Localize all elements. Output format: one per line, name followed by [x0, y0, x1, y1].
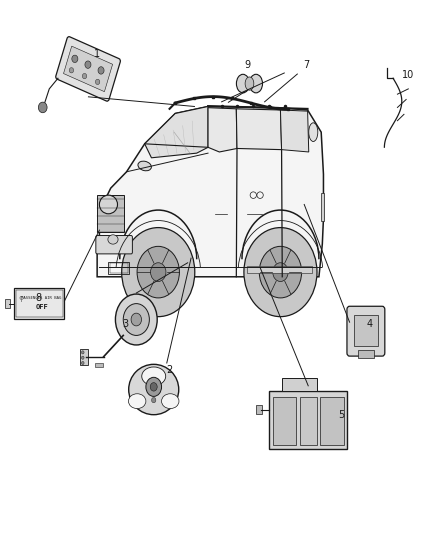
Circle shape — [85, 61, 91, 68]
Text: ⚲: ⚲ — [19, 296, 24, 303]
Text: 10: 10 — [402, 70, 414, 80]
Ellipse shape — [250, 74, 262, 93]
Bar — [97, 195, 124, 232]
Circle shape — [69, 68, 74, 73]
FancyBboxPatch shape — [96, 236, 132, 254]
Circle shape — [150, 383, 157, 391]
Text: 3: 3 — [122, 319, 128, 329]
Polygon shape — [237, 109, 282, 150]
Circle shape — [273, 263, 288, 281]
Bar — [256, 405, 262, 415]
Bar — [64, 46, 113, 92]
Polygon shape — [280, 110, 309, 152]
Polygon shape — [145, 107, 208, 158]
Circle shape — [81, 361, 84, 365]
Text: PASSENGER AIR BAG: PASSENGER AIR BAG — [21, 296, 62, 300]
Circle shape — [122, 228, 195, 317]
Bar — [247, 266, 312, 273]
Text: OFF: OFF — [35, 304, 48, 310]
Ellipse shape — [162, 394, 179, 409]
Ellipse shape — [245, 77, 254, 90]
Ellipse shape — [108, 235, 118, 244]
Circle shape — [39, 102, 47, 113]
Text: 5: 5 — [338, 410, 344, 419]
Ellipse shape — [309, 123, 318, 141]
Ellipse shape — [128, 394, 146, 409]
Bar — [272, 398, 297, 445]
Polygon shape — [97, 107, 323, 277]
Bar — [16, 290, 63, 317]
Circle shape — [95, 79, 100, 85]
Circle shape — [146, 377, 162, 397]
Bar — [80, 349, 88, 365]
Ellipse shape — [138, 161, 152, 171]
Bar — [14, 288, 64, 319]
Polygon shape — [208, 108, 237, 152]
Ellipse shape — [129, 365, 179, 415]
Bar — [321, 193, 324, 221]
FancyBboxPatch shape — [347, 306, 385, 356]
Bar — [321, 398, 344, 445]
Bar — [95, 363, 103, 367]
Ellipse shape — [99, 195, 117, 214]
Ellipse shape — [237, 74, 250, 93]
Circle shape — [72, 55, 78, 62]
Text: 8: 8 — [35, 293, 42, 303]
FancyBboxPatch shape — [56, 37, 120, 101]
Circle shape — [151, 263, 166, 281]
Bar — [5, 299, 10, 309]
Bar — [110, 263, 128, 273]
Ellipse shape — [142, 367, 166, 385]
Bar — [269, 391, 347, 449]
Circle shape — [81, 356, 84, 359]
Text: 1: 1 — [94, 49, 100, 59]
Bar — [354, 316, 378, 346]
Circle shape — [244, 228, 317, 317]
Bar — [300, 398, 317, 445]
Circle shape — [116, 294, 157, 345]
Circle shape — [82, 74, 87, 79]
Text: 9: 9 — [244, 60, 251, 70]
Bar — [282, 378, 317, 391]
Circle shape — [259, 246, 302, 298]
Bar — [109, 262, 129, 274]
Circle shape — [123, 304, 149, 335]
Circle shape — [131, 313, 141, 326]
Circle shape — [152, 398, 156, 403]
Circle shape — [137, 246, 180, 298]
Text: 2: 2 — [166, 365, 172, 375]
Text: 7: 7 — [303, 60, 309, 70]
Bar — [358, 350, 374, 358]
Text: 4: 4 — [366, 319, 372, 329]
Circle shape — [98, 67, 104, 74]
Circle shape — [81, 351, 84, 354]
